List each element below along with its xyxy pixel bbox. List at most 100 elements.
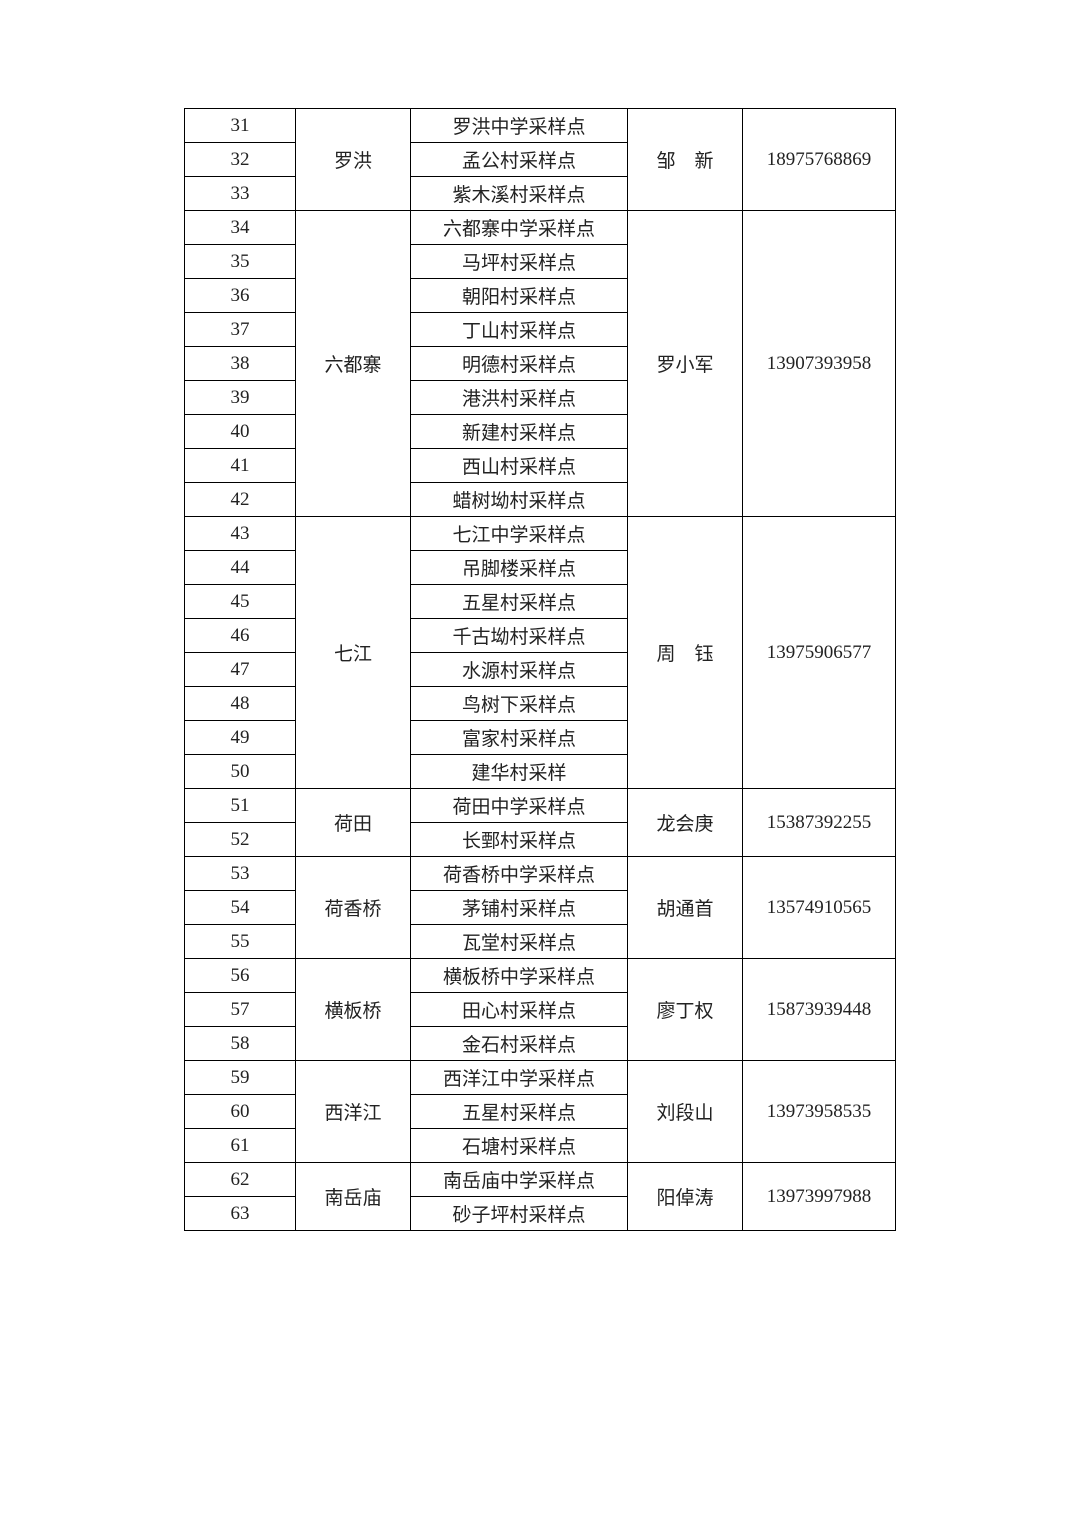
- site-cell: 罗洪中学采样点: [411, 109, 628, 143]
- serial-number-cell: 55: [185, 925, 296, 959]
- serial-number-cell: 50: [185, 755, 296, 789]
- site-cell: 田心村采样点: [411, 993, 628, 1027]
- site-cell: 西洋江中学采样点: [411, 1061, 628, 1095]
- site-cell: 千古坳村采样点: [411, 619, 628, 653]
- serial-number-cell: 43: [185, 517, 296, 551]
- serial-number-cell: 62: [185, 1163, 296, 1197]
- contact-cell: 龙会庚: [628, 789, 743, 857]
- serial-number-cell: 35: [185, 245, 296, 279]
- sampling-sites-table: 31罗洪罗洪中学采样点邹 新1897576886932孟公村采样点33紫木溪村采…: [184, 108, 896, 1231]
- district-cell: 罗洪: [296, 109, 411, 211]
- contact-cell: 罗小军: [628, 211, 743, 517]
- contact-cell: 廖丁权: [628, 959, 743, 1061]
- contact-cell: 周 钰: [628, 517, 743, 789]
- serial-number-cell: 33: [185, 177, 296, 211]
- table-body: 31罗洪罗洪中学采样点邹 新1897576886932孟公村采样点33紫木溪村采…: [185, 109, 896, 1231]
- site-cell: 富家村采样点: [411, 721, 628, 755]
- serial-number-cell: 60: [185, 1095, 296, 1129]
- site-cell: 马坪村采样点: [411, 245, 628, 279]
- serial-number-cell: 40: [185, 415, 296, 449]
- site-cell: 孟公村采样点: [411, 143, 628, 177]
- serial-number-cell: 46: [185, 619, 296, 653]
- serial-number-cell: 32: [185, 143, 296, 177]
- site-cell: 荷香桥中学采样点: [411, 857, 628, 891]
- site-cell: 朝阳村采样点: [411, 279, 628, 313]
- table-row: 43七江七江中学采样点周 钰13975906577: [185, 517, 896, 551]
- serial-number-cell: 48: [185, 687, 296, 721]
- phone-cell: 18975768869: [743, 109, 896, 211]
- serial-number-cell: 58: [185, 1027, 296, 1061]
- serial-number-cell: 56: [185, 959, 296, 993]
- table-row: 62南岳庙南岳庙中学采样点阳倬涛13973997988: [185, 1163, 896, 1197]
- serial-number-cell: 59: [185, 1061, 296, 1095]
- site-cell: 茅铺村采样点: [411, 891, 628, 925]
- serial-number-cell: 47: [185, 653, 296, 687]
- site-cell: 蜡树坳村采样点: [411, 483, 628, 517]
- contact-cell: 邹 新: [628, 109, 743, 211]
- district-cell: 七江: [296, 517, 411, 789]
- serial-number-cell: 61: [185, 1129, 296, 1163]
- table-row: 51荷田荷田中学采样点龙会庚15387392255: [185, 789, 896, 823]
- phone-cell: 13973958535: [743, 1061, 896, 1163]
- site-cell: 金石村采样点: [411, 1027, 628, 1061]
- table-row: 59西洋江西洋江中学采样点刘段山13973958535: [185, 1061, 896, 1095]
- site-cell: 明德村采样点: [411, 347, 628, 381]
- site-cell: 石塘村采样点: [411, 1129, 628, 1163]
- district-cell: 南岳庙: [296, 1163, 411, 1231]
- serial-number-cell: 31: [185, 109, 296, 143]
- serial-number-cell: 54: [185, 891, 296, 925]
- serial-number-cell: 63: [185, 1197, 296, 1231]
- phone-cell: 15873939448: [743, 959, 896, 1061]
- phone-cell: 13574910565: [743, 857, 896, 959]
- serial-number-cell: 37: [185, 313, 296, 347]
- table-row: 31罗洪罗洪中学采样点邹 新18975768869: [185, 109, 896, 143]
- serial-number-cell: 36: [185, 279, 296, 313]
- serial-number-cell: 53: [185, 857, 296, 891]
- phone-cell: 13973997988: [743, 1163, 896, 1231]
- district-cell: 六都寨: [296, 211, 411, 517]
- site-cell: 建华村采样: [411, 755, 628, 789]
- table-row: 34六都寨六都寨中学采样点罗小军13907393958: [185, 211, 896, 245]
- site-cell: 鸟树下采样点: [411, 687, 628, 721]
- table-row: 56横板桥横板桥中学采样点廖丁权15873939448: [185, 959, 896, 993]
- site-cell: 荷田中学采样点: [411, 789, 628, 823]
- serial-number-cell: 57: [185, 993, 296, 1027]
- serial-number-cell: 49: [185, 721, 296, 755]
- district-cell: 荷田: [296, 789, 411, 857]
- contact-cell: 胡通首: [628, 857, 743, 959]
- serial-number-cell: 44: [185, 551, 296, 585]
- serial-number-cell: 39: [185, 381, 296, 415]
- phone-cell: 13975906577: [743, 517, 896, 789]
- table-row: 53荷香桥荷香桥中学采样点胡通首13574910565: [185, 857, 896, 891]
- site-cell: 横板桥中学采样点: [411, 959, 628, 993]
- phone-cell: 13907393958: [743, 211, 896, 517]
- serial-number-cell: 41: [185, 449, 296, 483]
- site-cell: 丁山村采样点: [411, 313, 628, 347]
- serial-number-cell: 45: [185, 585, 296, 619]
- serial-number-cell: 51: [185, 789, 296, 823]
- site-cell: 砂子坪村采样点: [411, 1197, 628, 1231]
- district-cell: 荷香桥: [296, 857, 411, 959]
- contact-cell: 刘段山: [628, 1061, 743, 1163]
- district-cell: 西洋江: [296, 1061, 411, 1163]
- site-cell: 五星村采样点: [411, 585, 628, 619]
- serial-number-cell: 34: [185, 211, 296, 245]
- serial-number-cell: 42: [185, 483, 296, 517]
- phone-cell: 15387392255: [743, 789, 896, 857]
- site-cell: 紫木溪村采样点: [411, 177, 628, 211]
- site-cell: 五星村采样点: [411, 1095, 628, 1129]
- site-cell: 港洪村采样点: [411, 381, 628, 415]
- site-cell: 七江中学采样点: [411, 517, 628, 551]
- sampling-sites-table-container: 31罗洪罗洪中学采样点邹 新1897576886932孟公村采样点33紫木溪村采…: [184, 108, 896, 1231]
- site-cell: 瓦堂村采样点: [411, 925, 628, 959]
- site-cell: 六都寨中学采样点: [411, 211, 628, 245]
- site-cell: 长鄄村采样点: [411, 823, 628, 857]
- serial-number-cell: 38: [185, 347, 296, 381]
- site-cell: 新建村采样点: [411, 415, 628, 449]
- site-cell: 西山村采样点: [411, 449, 628, 483]
- site-cell: 吊脚楼采样点: [411, 551, 628, 585]
- site-cell: 水源村采样点: [411, 653, 628, 687]
- contact-cell: 阳倬涛: [628, 1163, 743, 1231]
- district-cell: 横板桥: [296, 959, 411, 1061]
- serial-number-cell: 52: [185, 823, 296, 857]
